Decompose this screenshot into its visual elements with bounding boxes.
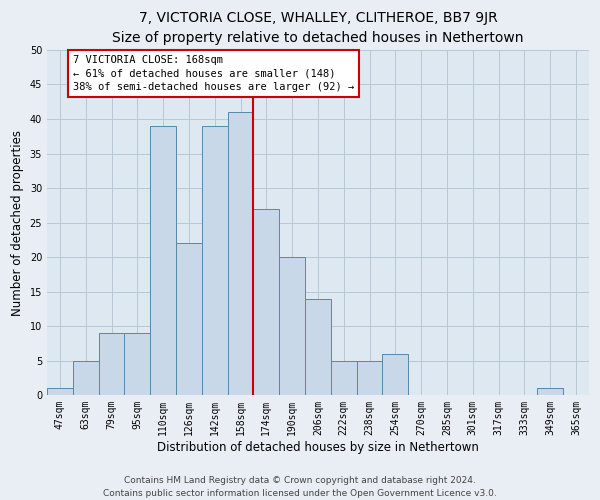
Bar	[47, 388, 73, 395]
Bar	[356, 360, 382, 395]
Bar	[253, 209, 279, 395]
Bar	[73, 360, 98, 395]
Bar	[176, 244, 202, 395]
Title: 7, VICTORIA CLOSE, WHALLEY, CLITHEROE, BB7 9JR
Size of property relative to deta: 7, VICTORIA CLOSE, WHALLEY, CLITHEROE, B…	[112, 11, 524, 44]
Bar	[227, 112, 253, 395]
Bar	[150, 126, 176, 395]
Bar	[202, 126, 227, 395]
Bar	[382, 354, 408, 395]
Bar	[124, 333, 150, 395]
Text: Contains HM Land Registry data © Crown copyright and database right 2024.
Contai: Contains HM Land Registry data © Crown c…	[103, 476, 497, 498]
Text: 7 VICTORIA CLOSE: 168sqm
← 61% of detached houses are smaller (148)
38% of semi-: 7 VICTORIA CLOSE: 168sqm ← 61% of detach…	[73, 56, 354, 92]
Bar	[279, 257, 305, 395]
Bar	[98, 333, 124, 395]
Y-axis label: Number of detached properties: Number of detached properties	[11, 130, 24, 316]
Bar	[537, 388, 563, 395]
X-axis label: Distribution of detached houses by size in Nethertown: Distribution of detached houses by size …	[157, 441, 479, 454]
Bar	[331, 360, 356, 395]
Bar	[305, 298, 331, 395]
